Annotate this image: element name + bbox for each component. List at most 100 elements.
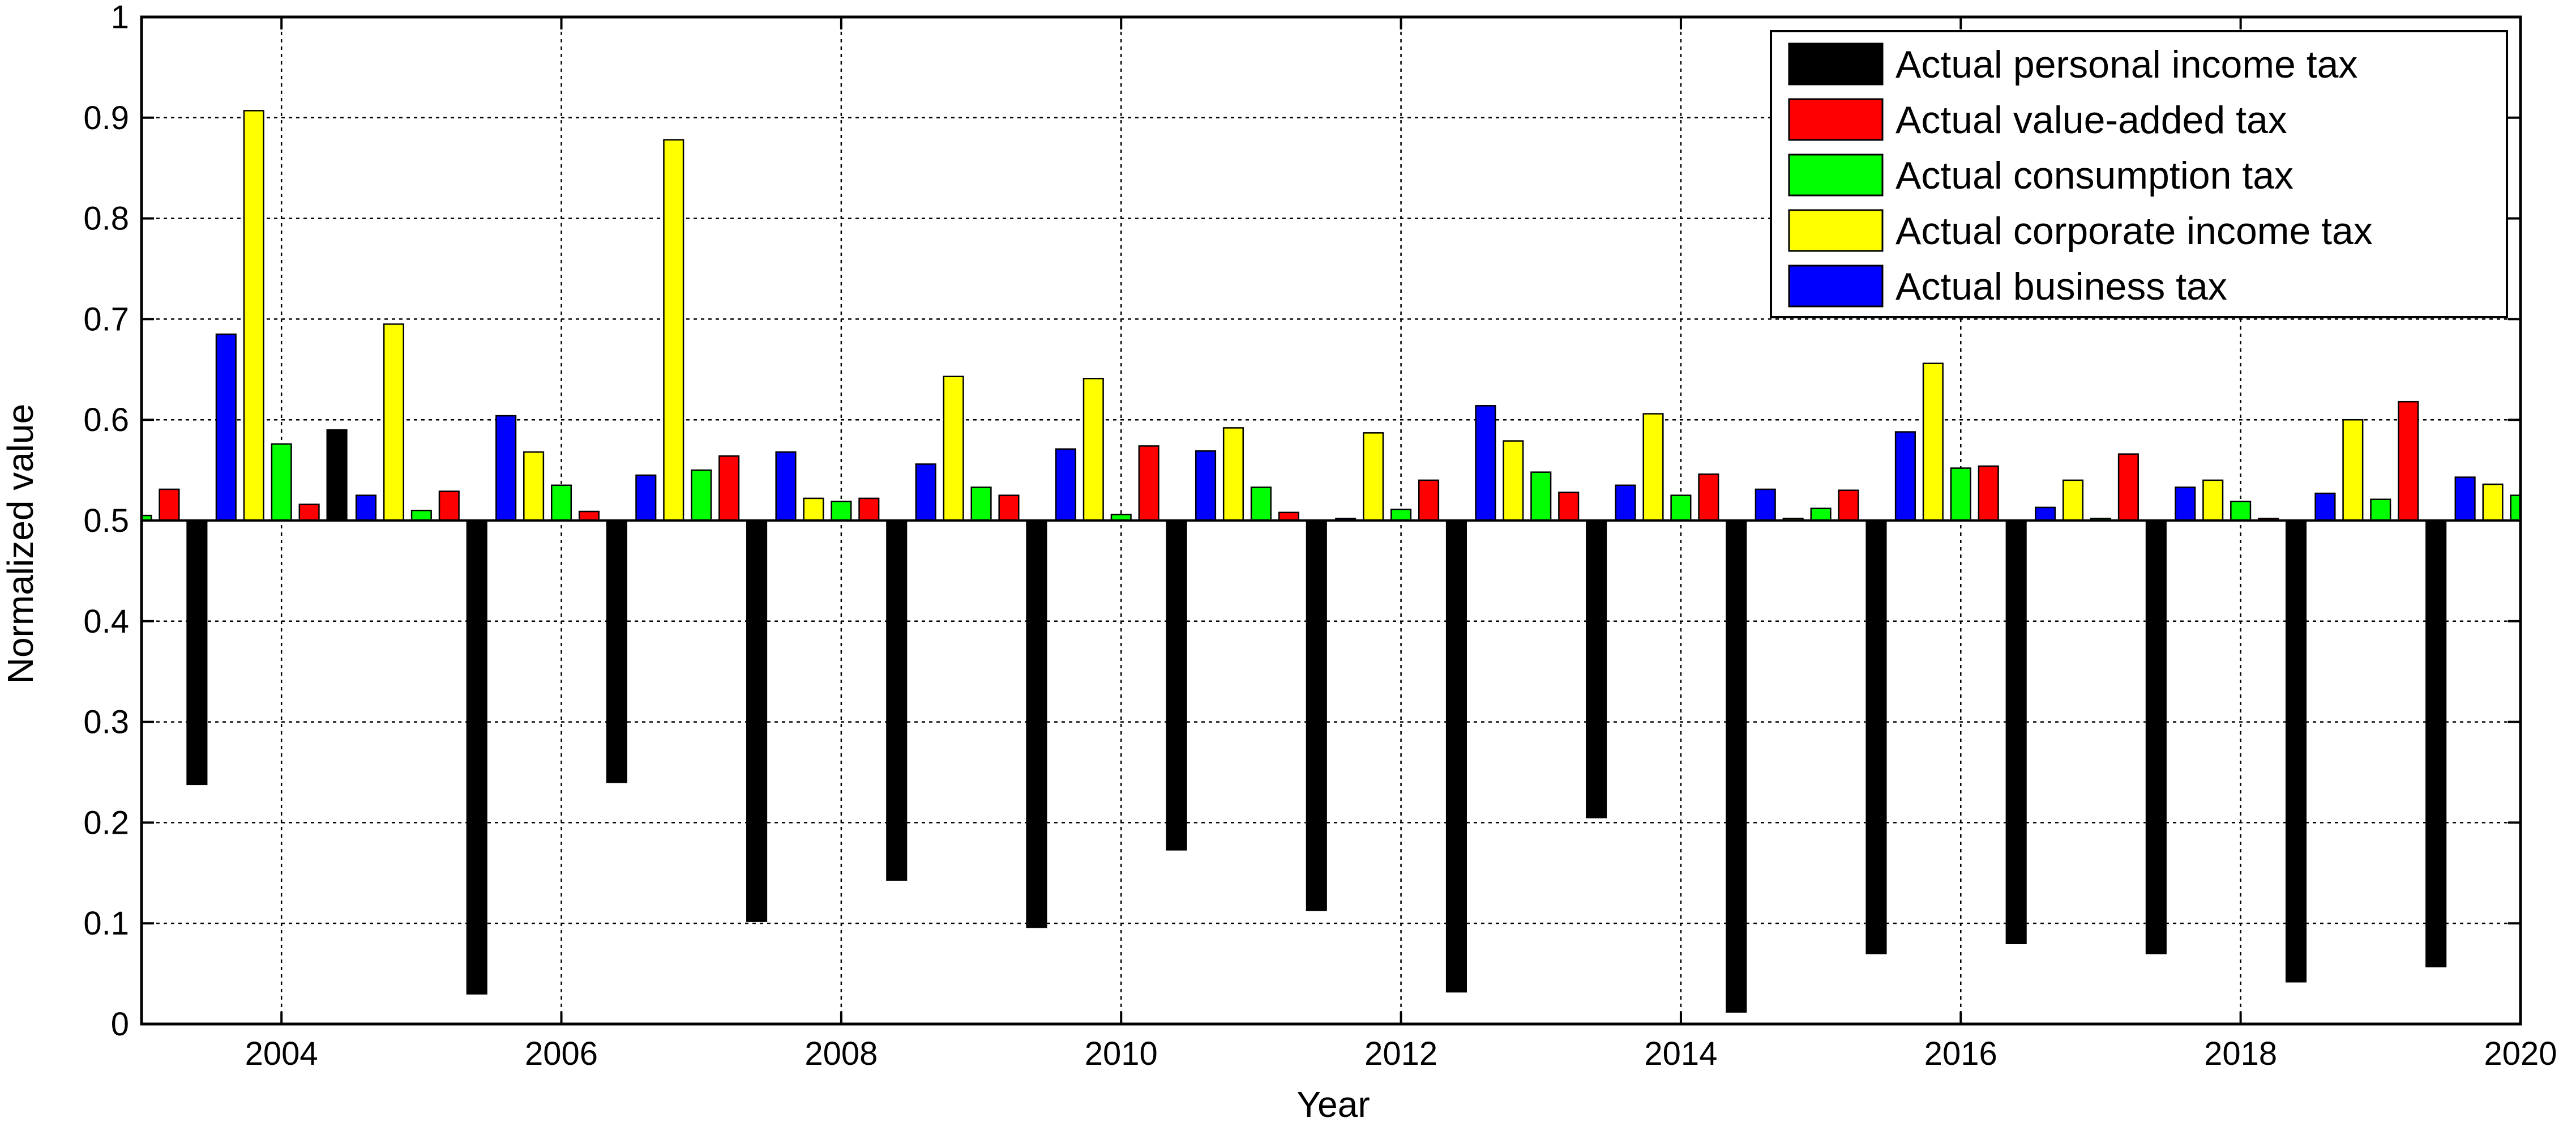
bar-actual-value-added-tax-2012 (1418, 479, 1440, 522)
bar-actual-business-tax-2004 (215, 333, 237, 522)
legend-swatch-actual-corporate-income-tax (1788, 209, 1884, 252)
bar-actual-personal-income-tax-2005 (466, 519, 487, 995)
bar-actual-personal-income-tax-2015 (1865, 519, 1887, 954)
bar-actual-personal-income-tax-2013 (1586, 519, 1607, 818)
y-axis-tick-labels: 0 0.1 0.2 0.3 0.4 0.5 0.6 0.7 0.8 0.9 1 (83, 0, 129, 1043)
bar-actual-business-tax-2018 (2175, 487, 2196, 522)
bar-actual-personal-income-tax-2016 (2005, 519, 2027, 945)
bar-actual-value-added-tax-2003 (159, 488, 180, 522)
bar-actual-value-added-tax-2005 (438, 490, 460, 522)
bar-actual-corporate-income-tax-2017 (2062, 479, 2084, 522)
bar-actual-value-added-tax-2013 (1558, 491, 1580, 522)
bar-actual-personal-income-tax-2004 (326, 429, 348, 522)
y-tick-label: 0 (111, 1006, 129, 1043)
bar-actual-corporate-income-tax-2005 (383, 323, 404, 522)
bar-actual-personal-income-tax-2012 (1445, 519, 1467, 993)
bars (140, 110, 2522, 1013)
bar-actual-corporate-income-tax-2009 (943, 376, 964, 522)
x-tick-label: 2010 (1085, 1035, 1158, 1072)
legend-swatch-actual-value-added-tax (1788, 98, 1884, 141)
x-tick-label: 2012 (1364, 1035, 1437, 1072)
bar-actual-consumption-tax-2016 (1950, 467, 1971, 522)
bar-actual-corporate-income-tax-2007 (663, 139, 684, 522)
legend-swatch-actual-consumption-tax (1788, 153, 1884, 197)
legend-label-actual-value-added-tax: Actual value-added tax (1895, 99, 2287, 142)
x-tick-label: 2006 (525, 1035, 598, 1072)
bar-actual-personal-income-tax-2009 (1026, 519, 1047, 928)
bar-actual-consumption-tax-2018 (2230, 500, 2252, 522)
bar-actual-personal-income-tax-2017 (2145, 519, 2167, 954)
bar-actual-corporate-income-tax-2014 (1642, 413, 1664, 522)
bar-actual-business-tax-2017 (2035, 506, 2056, 522)
bar-actual-consumption-tax-2020 (2510, 494, 2522, 522)
bar-actual-corporate-income-tax-2006 (523, 451, 545, 522)
legend-box (1770, 30, 2508, 318)
y-tick-label: 0.9 (83, 100, 129, 136)
y-axis-title: Normalized value (0, 404, 41, 684)
bar-actual-business-tax-2016 (1894, 431, 1916, 522)
y-tick-label: 0.4 (83, 603, 129, 640)
bar-actual-value-added-tax-2008 (858, 497, 880, 522)
bar-actual-consumption-tax-2012 (1390, 509, 1412, 522)
bar-actual-personal-income-tax-2003 (186, 519, 208, 786)
bar-actual-personal-income-tax-2011 (1306, 519, 1327, 911)
bar-actual-corporate-income-tax-2008 (803, 497, 824, 522)
bar-actual-corporate-income-tax-2020 (2482, 483, 2504, 522)
y-tick-label: 0.2 (83, 804, 129, 841)
bar-actual-business-tax-2006 (495, 415, 517, 522)
bar-actual-business-tax-2009 (915, 463, 936, 522)
x-axis-tick-labels: 2004 2006 2008 2010 2012 2014 2016 2018 2020 (245, 1035, 2557, 1072)
bar-actual-business-tax-2013 (1475, 405, 1496, 522)
bar-actual-value-added-tax-2019 (2398, 400, 2419, 522)
bar-actual-corporate-income-tax-2013 (1503, 440, 1524, 522)
bar-actual-value-added-tax-2007 (718, 455, 740, 522)
bar-actual-business-tax-2007 (635, 474, 657, 522)
bar-actual-value-added-tax-2004 (298, 504, 320, 522)
y-tick-label: 0.3 (83, 704, 129, 741)
bar-actual-consumption-tax-2013 (1530, 471, 1552, 522)
bar-actual-business-tax-2010 (1055, 448, 1076, 522)
legend-label-actual-personal-income-tax: Actual personal income tax (1895, 43, 2357, 86)
bar-actual-personal-income-tax-2014 (1726, 519, 1747, 1013)
bar-actual-value-added-tax-2010 (1138, 445, 1159, 522)
bar-actual-value-added-tax-2014 (1698, 473, 1719, 522)
bar-actual-business-tax-2015 (1755, 488, 1776, 522)
x-tick-label: 2018 (2204, 1035, 2277, 1072)
legend: Actual personal income tax Actual value-a… (1770, 30, 2508, 318)
y-tick-label: 0.1 (83, 905, 129, 942)
bar-actual-consumption-tax-2019 (2370, 498, 2391, 522)
legend-swatch-actual-personal-income-tax (1788, 42, 1884, 86)
bar-actual-consumption-tax-2004 (271, 443, 292, 522)
x-tick-label: 2008 (805, 1035, 878, 1072)
y-tick-label: 0.6 (83, 402, 129, 438)
bar-actual-value-added-tax-2016 (1978, 465, 1999, 522)
x-tick-label: 2020 (2484, 1035, 2557, 1072)
bar-actual-personal-income-tax-2008 (886, 519, 908, 881)
bar-actual-corporate-income-tax-2010 (1082, 378, 1104, 522)
bar-actual-corporate-income-tax-2004 (243, 110, 264, 522)
bar-actual-value-added-tax-2011 (1278, 511, 1299, 522)
bar-actual-personal-income-tax-2010 (1166, 519, 1187, 851)
y-tick-label: 1 (111, 0, 129, 36)
bar-actual-corporate-income-tax-2011 (1222, 427, 1244, 522)
bar-actual-corporate-income-tax-2019 (2342, 419, 2364, 522)
x-axis-title: Year (1296, 1084, 1370, 1122)
legend-label-actual-business-tax: Actual business tax (1895, 265, 2227, 308)
y-tick-label: 0.7 (83, 301, 129, 338)
legend-label-actual-corporate-income-tax: Actual corporate income tax (1895, 210, 2373, 253)
bar-actual-consumption-tax-2009 (970, 487, 992, 522)
x-tick-label: 2004 (245, 1035, 318, 1072)
bar-actual-business-tax-2020 (2454, 476, 2476, 522)
bar-actual-personal-income-tax-2019 (2425, 519, 2447, 967)
bar-actual-business-tax-2011 (1195, 450, 1217, 522)
y-tick-label: 0.8 (83, 200, 129, 237)
x-tick-label: 2014 (1644, 1035, 1717, 1072)
bar-actual-value-added-tax-2009 (998, 494, 1020, 522)
bar-actual-consumption-tax-2011 (1250, 487, 1272, 522)
bar-actual-business-tax-2014 (1615, 484, 1636, 522)
bar-actual-corporate-income-tax-2016 (1922, 362, 1944, 522)
bar-actual-corporate-income-tax-2018 (2202, 479, 2224, 522)
bar-actual-consumption-tax-2014 (1670, 494, 1692, 522)
bar-actual-value-added-tax-2017 (2117, 453, 2139, 522)
